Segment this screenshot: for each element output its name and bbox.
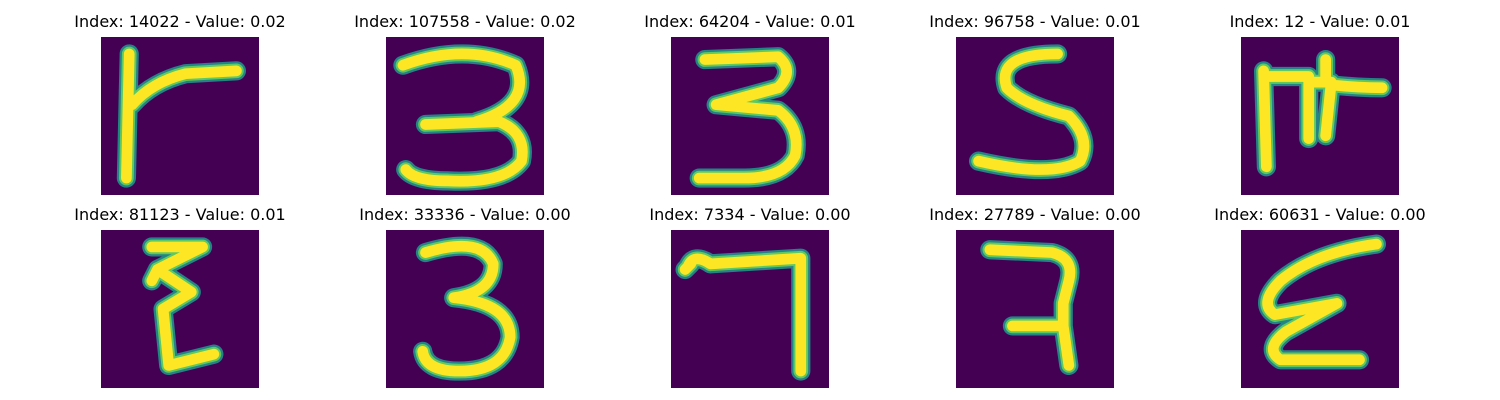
panel-5: Index: 12 - Value: 0.01 [1200, 10, 1440, 195]
panel-7: Index: 33336 - Value: 0.00 [345, 203, 585, 388]
digit-image [671, 37, 829, 195]
panel-title: Index: 7334 - Value: 0.00 [649, 205, 851, 224]
panel-3: Index: 64204 - Value: 0.01 [630, 10, 870, 195]
panel-6: Index: 81123 - Value: 0.01 [60, 203, 300, 388]
digit-image [1241, 37, 1399, 195]
panel-title: Index: 81123 - Value: 0.01 [74, 205, 286, 224]
digit-image [956, 230, 1114, 388]
panel-9: Index: 27789 - Value: 0.00 [915, 203, 1155, 388]
digit-image [956, 37, 1114, 195]
panel-title: Index: 14022 - Value: 0.02 [74, 12, 286, 31]
panel-title: Index: 12 - Value: 0.01 [1229, 12, 1411, 31]
panel-title: Index: 96758 - Value: 0.01 [929, 12, 1141, 31]
panel-10: Index: 60631 - Value: 0.00 [1200, 203, 1440, 388]
digit-image [386, 230, 544, 388]
panel-title: Index: 60631 - Value: 0.00 [1214, 205, 1426, 224]
digit-image [101, 230, 259, 388]
digit-image [671, 230, 829, 388]
digit-image [1241, 230, 1399, 388]
panel-1: Index: 14022 - Value: 0.02 [60, 10, 300, 195]
panel-2: Index: 107558 - Value: 0.02 [345, 10, 585, 195]
panel-title: Index: 64204 - Value: 0.01 [644, 12, 856, 31]
panel-title: Index: 27789 - Value: 0.00 [929, 205, 1141, 224]
digit-image [386, 37, 544, 195]
panel-title: Index: 33336 - Value: 0.00 [359, 205, 571, 224]
panel-4: Index: 96758 - Value: 0.01 [915, 10, 1155, 195]
panel-8: Index: 7334 - Value: 0.00 [630, 203, 870, 388]
digit-image [101, 37, 259, 195]
panel-title: Index: 107558 - Value: 0.02 [354, 12, 576, 31]
